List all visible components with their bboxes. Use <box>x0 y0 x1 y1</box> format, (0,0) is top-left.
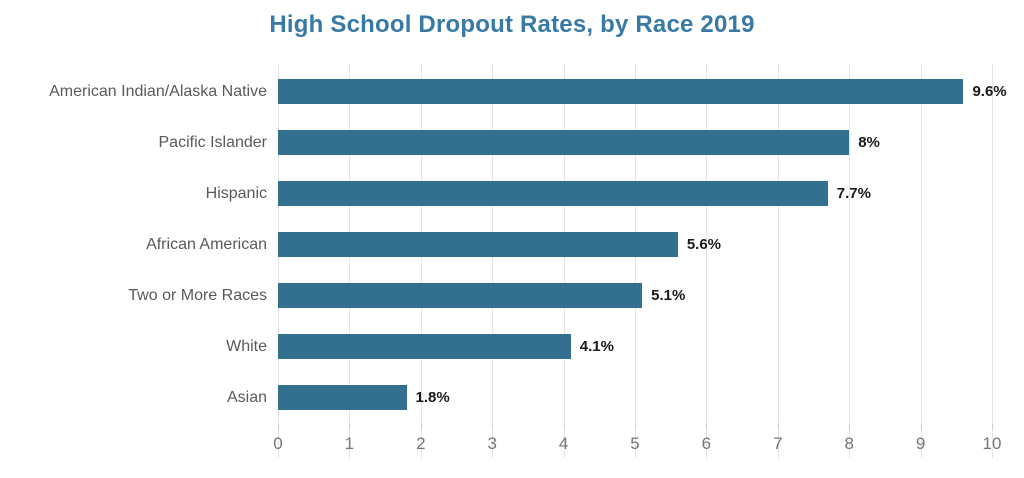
category-label: Hispanic <box>205 184 267 202</box>
bar-row: 5.1% <box>278 270 992 321</box>
value-label: 5.1% <box>651 287 686 304</box>
bar <box>278 334 571 359</box>
gridline <box>563 64 565 458</box>
category-label: Asian <box>226 388 267 406</box>
axis-tick-label: 2 <box>416 434 426 453</box>
category-label: Pacific Islander <box>158 133 268 151</box>
bar-row: 5.6% <box>278 219 992 270</box>
bar <box>278 79 964 104</box>
value-label: 4.1% <box>579 338 614 355</box>
bar <box>278 130 850 155</box>
gridline <box>635 64 636 458</box>
gridline <box>920 64 922 458</box>
gridline <box>349 64 351 458</box>
gridline <box>777 64 779 458</box>
axis-tick <box>492 423 494 430</box>
bar-row: 7.7% <box>278 168 992 219</box>
axis-tick-label: 0 <box>273 434 283 453</box>
category-label: American Indian/Alaska Native <box>49 82 267 100</box>
gridline <box>492 64 494 458</box>
axis-tick-label: 3 <box>487 434 497 453</box>
axis-tick <box>278 423 279 430</box>
axis-tick <box>706 423 708 430</box>
plot-area: 9.6% 8% 7.7% 5.6% 5.1% 4.1% 1.8% 0 1 2 3 4 5 6 7 8 9 10 <box>273 64 1007 458</box>
bars-layer: 9.6% 8% 7.7% 5.6% 5.1% 4.1% 1.8% <box>278 66 1007 423</box>
axis-tick <box>635 423 636 430</box>
axis-tick-label: 4 <box>558 434 569 453</box>
gridlines-layer <box>278 64 993 458</box>
x-axis-labels: 0 1 2 3 4 5 6 7 8 9 10 <box>273 434 1001 458</box>
category-axis: American Indian/Alaska Native Pacific Isl… <box>0 66 278 458</box>
bar-row: 9.6% <box>278 66 1007 117</box>
axis-tick-label: 7 <box>773 434 783 453</box>
axis-tick-label: 8 <box>844 434 854 453</box>
bar-row: 4.1% <box>278 321 992 372</box>
value-label: 8% <box>858 134 880 151</box>
axis-tick-label: 6 <box>701 434 712 453</box>
axis-tick <box>420 423 422 430</box>
value-label: 9.6% <box>972 83 1007 100</box>
axis-tick <box>992 423 993 430</box>
bar <box>278 232 678 257</box>
bar <box>278 385 407 410</box>
gridline <box>706 64 708 458</box>
bar <box>278 283 643 308</box>
axis-tick-label: 1 <box>344 434 355 453</box>
axis-tick-label: 5 <box>630 434 640 453</box>
category-label: White <box>226 337 267 355</box>
value-label: 1.8% <box>415 389 450 406</box>
value-label: 7.7% <box>836 185 871 202</box>
bar-chart: High School Dropout Rates, by Race 2019 … <box>0 11 1024 458</box>
chart-area: American Indian/Alaska Native Pacific Isl… <box>0 64 1024 458</box>
x-axis-ticks <box>278 423 993 430</box>
gridline <box>278 64 279 458</box>
gridline <box>992 64 993 458</box>
bar-row: 1.8% <box>278 372 992 423</box>
value-label: 5.6% <box>686 236 722 253</box>
axis-tick <box>920 423 922 430</box>
category-label: Two or More Races <box>128 286 267 304</box>
axis-tick-label: 10 <box>982 434 1002 453</box>
category-label: African American <box>146 235 267 253</box>
gridline <box>420 64 422 458</box>
axis-tick <box>349 423 351 430</box>
axis-tick <box>563 423 565 430</box>
chart-title: High School Dropout Rates, by Race 2019 <box>269 11 755 38</box>
gridline <box>849 64 851 458</box>
bar <box>278 181 828 206</box>
axis-tick <box>777 423 779 430</box>
bar-row: 8% <box>278 117 992 168</box>
axis-tick-label: 9 <box>915 434 926 453</box>
axis-tick <box>849 423 851 430</box>
